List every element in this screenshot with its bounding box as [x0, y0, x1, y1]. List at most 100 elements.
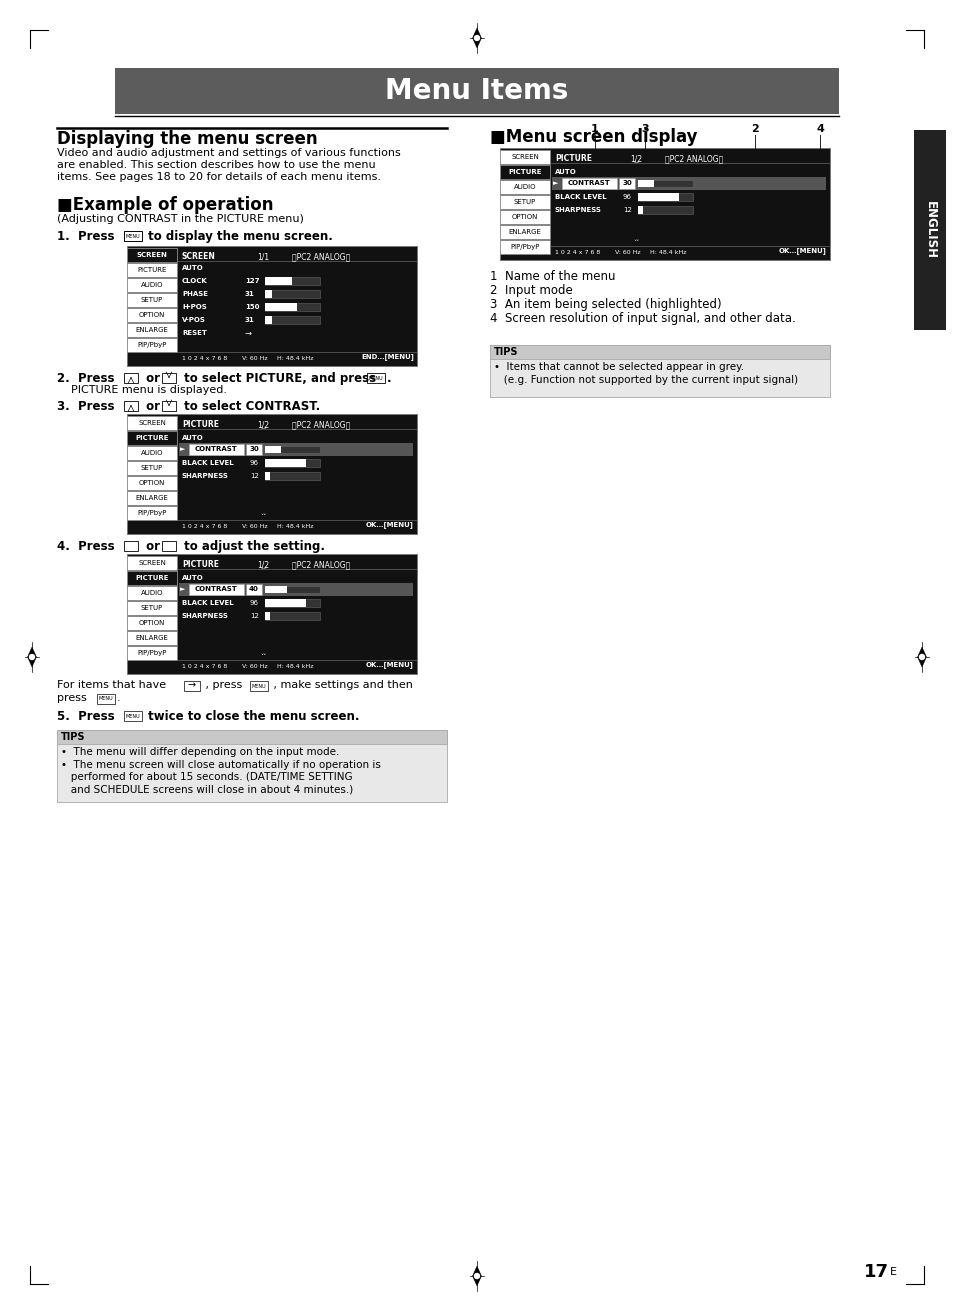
- Text: 127: 127: [245, 279, 259, 284]
- Text: performed for about 15 seconds. (DATE/TIME SETTING: performed for about 15 seconds. (DATE/TI…: [61, 773, 353, 782]
- Bar: [638, 180, 654, 187]
- Text: 1 0 2 4 x 7 6 8: 1 0 2 4 x 7 6 8: [182, 356, 227, 361]
- Bar: [265, 459, 319, 466]
- Text: SCREEN: SCREEN: [511, 154, 538, 160]
- Bar: [499, 194, 550, 209]
- Bar: [265, 599, 319, 607]
- Text: ►: ►: [180, 586, 185, 593]
- Bar: [638, 193, 679, 201]
- Text: PICTURE: PICTURE: [182, 560, 219, 569]
- Bar: [490, 346, 829, 397]
- Text: V: 60 Hz: V: 60 Hz: [242, 665, 268, 670]
- Bar: [638, 206, 692, 214]
- Bar: [638, 193, 692, 201]
- Bar: [127, 572, 177, 585]
- Bar: [127, 506, 177, 520]
- Polygon shape: [28, 646, 36, 668]
- Text: ENLARGE: ENLARGE: [135, 635, 169, 641]
- Text: Menu Items: Menu Items: [385, 78, 568, 105]
- Text: PICTURE: PICTURE: [135, 576, 169, 581]
- Bar: [499, 225, 550, 239]
- Text: press: press: [57, 692, 91, 703]
- Bar: [57, 731, 447, 744]
- Text: MENU: MENU: [98, 696, 113, 702]
- Text: SETUP: SETUP: [141, 297, 163, 304]
- Text: .: .: [117, 692, 120, 703]
- Text: OPTION: OPTION: [139, 311, 165, 318]
- Polygon shape: [917, 646, 925, 668]
- Text: SCREEN: SCREEN: [182, 252, 215, 261]
- Text: ENGLISH: ENGLISH: [923, 201, 936, 259]
- Text: SCREEN: SCREEN: [138, 560, 166, 566]
- Bar: [265, 445, 281, 453]
- Text: ENLARGE: ENLARGE: [135, 495, 169, 501]
- Bar: [127, 414, 416, 533]
- Text: 2.  Press: 2. Press: [57, 372, 118, 385]
- Bar: [127, 646, 177, 660]
- Bar: [127, 417, 177, 430]
- Bar: [127, 293, 177, 307]
- Bar: [499, 210, 550, 223]
- Bar: [265, 472, 270, 480]
- Bar: [127, 556, 177, 570]
- Text: •  The menu screen will close automatically if no operation is: • The menu screen will close automatical…: [61, 759, 380, 770]
- Bar: [265, 290, 319, 298]
- Text: twice to close the menu screen.: twice to close the menu screen.: [144, 710, 359, 723]
- Text: 30: 30: [621, 180, 631, 187]
- Bar: [127, 586, 177, 600]
- Text: SETUP: SETUP: [141, 465, 163, 470]
- Bar: [265, 599, 306, 607]
- Text: AUTO: AUTO: [182, 435, 204, 442]
- Text: PICTURE: PICTURE: [555, 154, 592, 163]
- Text: 12: 12: [250, 473, 258, 480]
- Text: PIP/PbyP: PIP/PbyP: [137, 342, 167, 348]
- Bar: [265, 315, 319, 325]
- Bar: [124, 231, 142, 240]
- Bar: [499, 148, 829, 260]
- Bar: [127, 461, 177, 474]
- Text: CONTRAST: CONTRAST: [194, 445, 237, 452]
- Text: E: E: [889, 1267, 896, 1277]
- Bar: [127, 600, 177, 615]
- Bar: [124, 401, 138, 411]
- Text: END…[MENU]: END…[MENU]: [361, 353, 414, 360]
- Text: OPTION: OPTION: [511, 214, 537, 219]
- Text: ■Menu screen display: ■Menu screen display: [490, 127, 697, 146]
- Text: SCREEN: SCREEN: [138, 420, 166, 426]
- Text: ►: ►: [180, 445, 185, 452]
- Text: PICTURE: PICTURE: [137, 267, 167, 273]
- Bar: [127, 248, 177, 261]
- Bar: [618, 177, 635, 189]
- Bar: [265, 586, 319, 593]
- Text: , press: , press: [202, 681, 246, 690]
- Text: , make settings and then: , make settings and then: [270, 681, 413, 690]
- Text: OK…[MENU]: OK…[MENU]: [366, 522, 414, 528]
- Text: 2: 2: [750, 124, 758, 134]
- Text: to adjust the setting.: to adjust the setting.: [180, 540, 325, 553]
- Bar: [124, 373, 138, 382]
- Text: AUDIO: AUDIO: [141, 590, 163, 597]
- Bar: [913, 130, 945, 330]
- Text: 96: 96: [250, 460, 258, 466]
- Bar: [162, 373, 175, 382]
- Text: SETUP: SETUP: [514, 198, 536, 205]
- Text: ˅˅: ˅˅: [633, 240, 639, 244]
- Text: 1 0 2 4 x 7 6 8: 1 0 2 4 x 7 6 8: [182, 665, 227, 670]
- Bar: [265, 315, 272, 325]
- Text: are enabled. This section describes how to use the menu: are enabled. This section describes how …: [57, 160, 375, 170]
- Text: 1/2: 1/2: [256, 560, 269, 569]
- Text: ˄˄: ˄˄: [260, 428, 266, 434]
- Text: to select PICTURE, and press: to select PICTURE, and press: [180, 372, 380, 385]
- Text: PICTURE: PICTURE: [135, 435, 169, 442]
- Text: or: or: [142, 372, 164, 385]
- Text: 17: 17: [863, 1263, 888, 1281]
- Bar: [265, 612, 270, 620]
- Text: Displaying the menu screen: Displaying the menu screen: [57, 130, 317, 148]
- Text: PIP/PbyP: PIP/PbyP: [137, 510, 167, 516]
- Text: AUTO: AUTO: [182, 265, 204, 271]
- Text: PIP/PbyP: PIP/PbyP: [510, 244, 539, 250]
- Bar: [127, 246, 416, 367]
- Text: For items that have: For items that have: [57, 681, 170, 690]
- Bar: [265, 304, 297, 311]
- Bar: [638, 180, 692, 187]
